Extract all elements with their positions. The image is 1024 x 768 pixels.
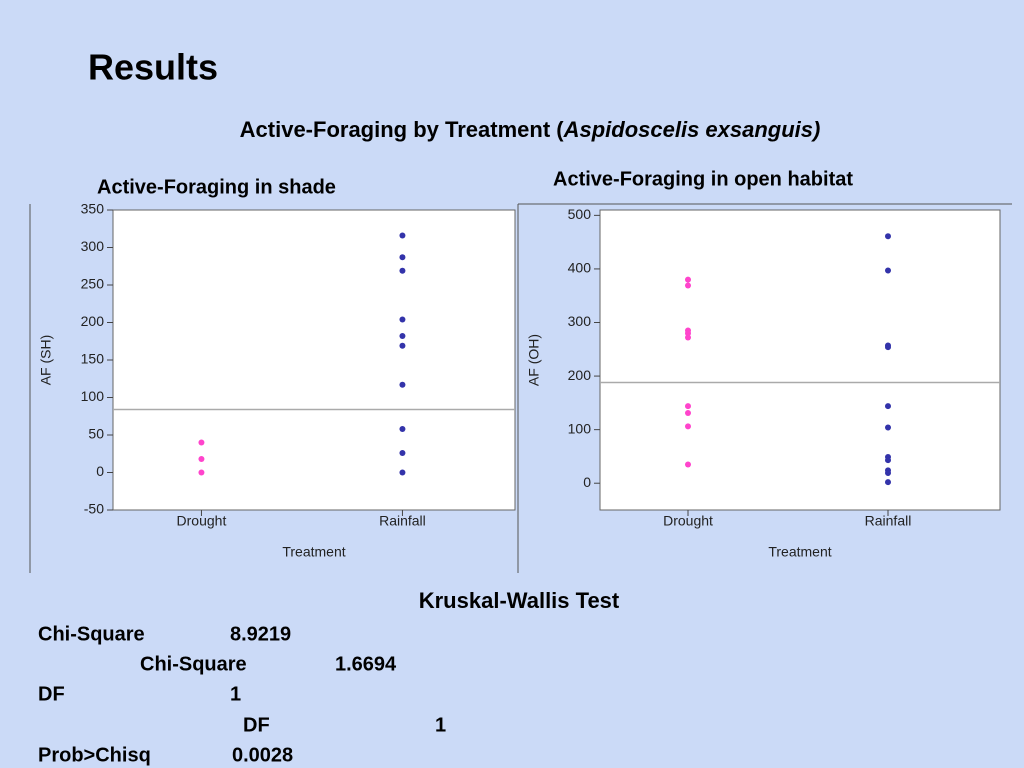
y-tick-label: 200	[81, 313, 105, 329]
y-tick-label: 100	[568, 420, 592, 436]
point	[399, 232, 406, 239]
y-tick-label: 500	[568, 206, 592, 222]
point	[685, 403, 691, 410]
y-tick-label: 300	[81, 238, 105, 254]
stat-value: 0.0028	[232, 744, 293, 766]
y-tick-label: 250	[81, 276, 105, 292]
plot-area	[112, 209, 516, 511]
stat-label: Chi-Square	[140, 653, 247, 675]
point	[885, 267, 891, 274]
y-tick-label: 0	[583, 474, 591, 490]
point	[685, 282, 691, 289]
point	[198, 469, 205, 476]
y-axis-label: AF (OH)	[526, 334, 542, 386]
point	[399, 316, 406, 323]
species: Aspidoscelis exsanguis	[563, 117, 813, 142]
stat-value: 1	[435, 714, 446, 736]
stat-label: DF	[38, 683, 65, 705]
subtitle: Active-Foraging by Treatment (Aspidoscel…	[240, 117, 821, 142]
point	[685, 410, 691, 417]
x-axis-label: Treatment	[282, 544, 345, 560]
point	[885, 470, 891, 477]
y-tick-label: 300	[568, 313, 592, 329]
chart-title: Active-Foraging in open habitat	[553, 168, 853, 190]
y-tick-label: 400	[568, 260, 592, 276]
y-tick-label: 200	[568, 367, 592, 383]
point	[399, 342, 406, 349]
point	[685, 423, 691, 430]
point	[399, 426, 406, 432]
y-tick-label: -50	[84, 501, 104, 517]
x-tick-label: Drought	[177, 513, 227, 529]
point	[885, 344, 891, 351]
point	[399, 381, 406, 388]
point	[399, 267, 406, 274]
stats-title: Kruskal-Wallis Test	[419, 588, 620, 613]
slide-title: Results	[88, 47, 218, 88]
chart-title: Active-Foraging in shade	[97, 176, 336, 198]
y-tick-label: 50	[88, 426, 104, 442]
y-tick-label: 100	[81, 388, 105, 404]
x-tick-label: Rainfall	[379, 513, 426, 529]
point	[885, 457, 891, 464]
point	[885, 403, 891, 410]
y-tick-label: 150	[81, 351, 105, 367]
y-tick-label: 0	[96, 463, 104, 479]
subtitle-text: Active-Foraging by Treatment (	[240, 117, 565, 142]
stat-label: Chi-Square	[38, 623, 145, 645]
y-tick-label: 350	[81, 201, 105, 217]
point	[399, 469, 406, 476]
point	[885, 479, 891, 486]
stat-value: 1	[230, 683, 241, 705]
point	[399, 254, 406, 261]
point	[399, 333, 406, 339]
point	[685, 276, 691, 283]
stat-label: Prob>Chisq	[38, 744, 151, 766]
point	[685, 461, 691, 468]
point	[885, 233, 891, 240]
stat-label: DF	[243, 714, 270, 736]
point	[399, 450, 406, 456]
x-axis-label: Treatment	[768, 544, 831, 560]
y-axis-label: AF (SH)	[38, 335, 54, 386]
subtitle-close: )	[811, 117, 820, 142]
point	[198, 456, 205, 462]
stat-value: 8.9219	[230, 623, 291, 645]
x-tick-label: Rainfall	[865, 513, 912, 529]
x-tick-label: Drought	[663, 513, 713, 529]
point	[685, 334, 691, 341]
point	[198, 439, 205, 446]
plot-area	[599, 209, 1001, 511]
point	[685, 330, 691, 337]
point	[885, 424, 891, 431]
stat-value: 1.6694	[335, 653, 397, 675]
